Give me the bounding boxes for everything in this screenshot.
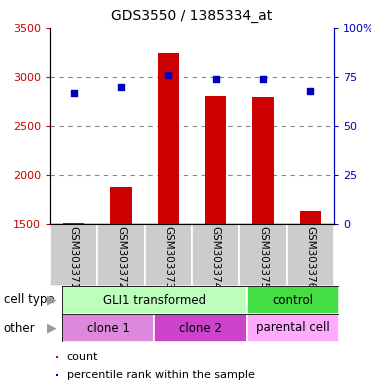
Bar [205,96,226,224]
Bar [158,53,179,224]
Bar [287,224,334,286]
Bar [97,224,145,286]
Text: other: other [4,321,35,334]
Point [307,88,313,94]
Bar [50,224,97,286]
Text: GSM303375: GSM303375 [258,226,268,289]
Title: GDS3550 / 1385334_at: GDS3550 / 1385334_at [111,9,273,23]
Bar [154,314,247,342]
Point [213,76,219,82]
Bar [62,314,154,342]
Text: parental cell: parental cell [256,321,330,334]
Bar [56,356,58,358]
Text: GSM303371: GSM303371 [69,226,79,289]
Text: ▶: ▶ [47,321,57,334]
Text: GSM303376: GSM303376 [305,226,315,289]
Bar [252,97,274,224]
Text: clone 2: clone 2 [179,321,222,334]
Text: GSM303373: GSM303373 [163,226,173,289]
Text: clone 1: clone 1 [87,321,129,334]
Text: count: count [66,352,98,362]
Bar [247,314,339,342]
Point [118,84,124,90]
Text: percentile rank within the sample: percentile rank within the sample [66,370,255,380]
Bar [247,286,339,314]
Text: GSM303374: GSM303374 [211,226,221,289]
Bar [56,374,58,376]
Bar [145,224,192,286]
Text: GSM303372: GSM303372 [116,226,126,289]
Text: cell type: cell type [4,293,54,306]
Point [260,76,266,82]
Point [71,89,77,96]
Text: ▶: ▶ [47,293,57,306]
Bar [300,211,321,224]
Text: GLI1 transformed: GLI1 transformed [103,293,206,306]
Text: control: control [272,293,313,306]
Point [165,72,171,78]
Bar [110,187,132,224]
Bar [62,286,247,314]
Bar [63,223,84,224]
Bar [192,224,239,286]
Bar [239,224,287,286]
